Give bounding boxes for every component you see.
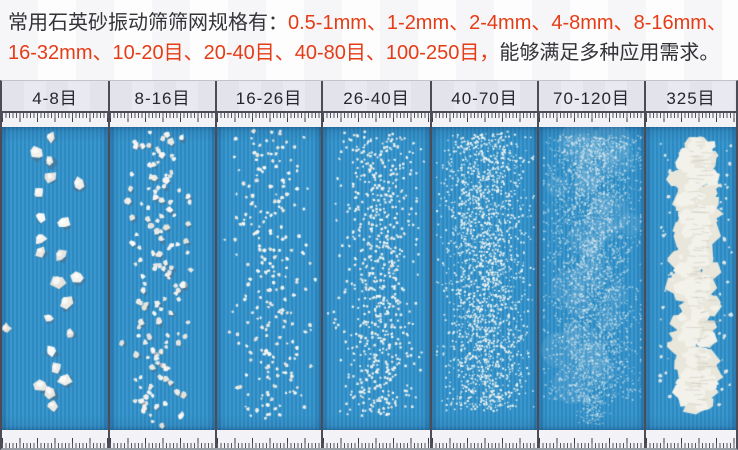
column-325-mesh: 325目 [646, 81, 736, 448]
sand-particles-canvas [432, 127, 537, 430]
ruler-top [646, 113, 736, 127]
intro-line1-black: 常用石英砂振动筛筛网规格有： [8, 12, 288, 34]
column-4-8-mesh: 4-8目 [2, 81, 110, 448]
intro-line1-specs: 0.5-1mm、1-2mm、2-4mm、4-8mm、8-16mm、 [288, 12, 727, 34]
sand-sample-photo [110, 127, 215, 430]
column-header: 8-16目 [110, 81, 215, 113]
ruler-bottom [539, 430, 644, 448]
mesh-size-comparison-table: 4-8目 8-16目 16-26目 26-40目 40-70目 70-120目 … [0, 80, 738, 450]
sand-sample-photo [2, 127, 108, 430]
ruler-top [217, 113, 321, 127]
column-70-120-mesh: 70-120目 [539, 81, 646, 448]
ruler-top [110, 113, 215, 127]
column-header: 40-70目 [432, 81, 537, 113]
column-40-70-mesh: 40-70目 [432, 81, 539, 448]
column-header: 70-120目 [539, 81, 644, 113]
column-16-26-mesh: 16-26目 [217, 81, 323, 448]
sand-sample-photo [539, 127, 644, 430]
ruler-top [2, 113, 108, 127]
sand-sample-photo [432, 127, 537, 430]
ruler-bottom [323, 430, 430, 448]
sand-particles-canvas [2, 127, 108, 430]
column-header: 16-26目 [217, 81, 321, 113]
column-header: 26-40目 [323, 81, 430, 113]
ruler-bottom [432, 430, 537, 448]
ruler-bottom [646, 430, 736, 448]
intro-line2-black: 能够满足多种应用需求。 [499, 42, 720, 64]
intro-text: 常用石英砂振动筛筛网规格有：0.5-1mm、1-2mm、2-4mm、4-8mm、… [0, 0, 738, 80]
sand-particles-canvas [323, 127, 430, 430]
column-26-40-mesh: 26-40目 [323, 81, 432, 448]
ruler-top [539, 113, 644, 127]
sand-sample-photo [646, 127, 736, 430]
column-header: 4-8目 [2, 81, 108, 113]
sand-sample-photo [323, 127, 430, 430]
intro-line2-specs: 16-32mm、10-20目、20-40目、40-80目、100-250目， [8, 42, 500, 64]
column-header: 325目 [646, 81, 736, 113]
column-8-16-mesh: 8-16目 [110, 81, 217, 448]
sand-particles-canvas [539, 127, 644, 430]
sand-sample-photo [217, 127, 321, 430]
sand-particles-canvas [646, 127, 736, 430]
ruler-top [432, 113, 537, 127]
ruler-bottom [2, 430, 108, 448]
ruler-bottom [217, 430, 321, 448]
ruler-top [323, 113, 430, 127]
sand-particles-canvas [110, 127, 215, 430]
ruler-bottom [110, 430, 215, 448]
sand-particles-canvas [217, 127, 321, 430]
